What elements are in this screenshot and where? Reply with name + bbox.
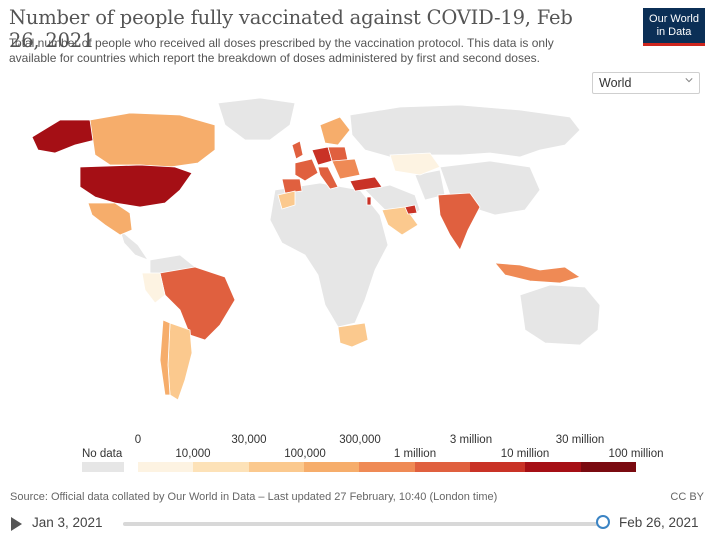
country-peru[interactable] [141, 272, 166, 304]
country-russia[interactable] [349, 104, 581, 158]
legend-tick: 0 [134, 434, 142, 446]
country-uk[interactable] [291, 140, 304, 160]
legend-tick: 300,000 [339, 434, 381, 446]
country-brazil[interactable] [159, 266, 236, 341]
country-spain[interactable] [281, 178, 303, 194]
world-map[interactable] [20, 95, 620, 425]
legend-bin-3[interactable] [248, 462, 304, 472]
legend-tick: 10,000 [175, 448, 211, 460]
country-scandinavia[interactable] [319, 116, 351, 146]
logo-line2: in Data [656, 26, 692, 38]
region-selector-value: World [599, 76, 632, 90]
country-kazakhstan[interactable] [389, 152, 441, 176]
chevron-down-icon [685, 78, 693, 83]
country-canada[interactable] [89, 112, 216, 168]
country-australia[interactable] [519, 284, 601, 346]
country-morocco[interactable] [277, 190, 296, 210]
country-israel[interactable] [366, 196, 372, 206]
legend-tick: 30,000 [231, 434, 267, 446]
country-turkey[interactable] [349, 176, 383, 192]
legend-bin-2[interactable] [193, 462, 249, 472]
play-icon[interactable] [11, 517, 22, 531]
country-france[interactable] [294, 158, 319, 182]
legend-tick: 100,000 [284, 448, 326, 460]
owid-logo[interactable]: Our World in Data [643, 8, 705, 46]
region-selector[interactable]: World [592, 72, 700, 94]
timeline-track[interactable] [123, 522, 603, 526]
legend-bin-1[interactable] [138, 462, 194, 472]
country-eastern-europe[interactable] [331, 158, 361, 180]
legend-tick: 10 million [500, 448, 550, 460]
country-mexico[interactable] [87, 202, 133, 236]
legend-tick: 100 million [608, 448, 664, 460]
legend-bin-4[interactable] [303, 462, 360, 472]
license-link[interactable]: CC BY [670, 491, 704, 503]
chart-subtitle: Total number of people who received all … [9, 36, 554, 65]
legend-bin-7[interactable] [469, 462, 526, 472]
logo-line1: Our World [649, 13, 699, 25]
country-poland[interactable] [327, 146, 349, 162]
country-alaska[interactable] [31, 119, 96, 154]
legend-bin-6[interactable] [414, 462, 470, 472]
legend-bin-5[interactable] [359, 462, 415, 472]
country-chile[interactable] [159, 319, 171, 396]
country-india[interactable] [437, 192, 481, 251]
timeline-handle[interactable] [596, 515, 610, 529]
country-uae[interactable] [404, 204, 418, 215]
country-indonesia[interactable] [494, 262, 581, 284]
legend-tick: 30 million [555, 434, 605, 446]
legend-tick: 1 million [393, 448, 437, 460]
legend-bin-8[interactable] [525, 462, 581, 472]
country-usa[interactable] [79, 164, 193, 208]
logo-bar [643, 43, 705, 46]
legend-no-data-label: No data [82, 448, 123, 460]
legend-tick: 3 million [449, 434, 493, 446]
country-central-america[interactable] [119, 228, 150, 261]
country-greenland[interactable] [217, 97, 296, 141]
timeline-end-date: Feb 26, 2021 [619, 515, 699, 530]
chart-title: Number of people fully vaccinated agains… [9, 6, 573, 52]
legend-bin-9[interactable] [580, 462, 636, 472]
country-argentina[interactable] [167, 322, 193, 401]
country-italy[interactable] [317, 166, 339, 190]
source-note: Source: Official data collated by Our Wo… [10, 491, 498, 503]
country-south-africa[interactable] [337, 322, 369, 348]
legend-no-data-swatch [82, 462, 124, 472]
legend-color-scale [138, 462, 636, 472]
timeline-start-date: Jan 3, 2021 [32, 515, 103, 530]
